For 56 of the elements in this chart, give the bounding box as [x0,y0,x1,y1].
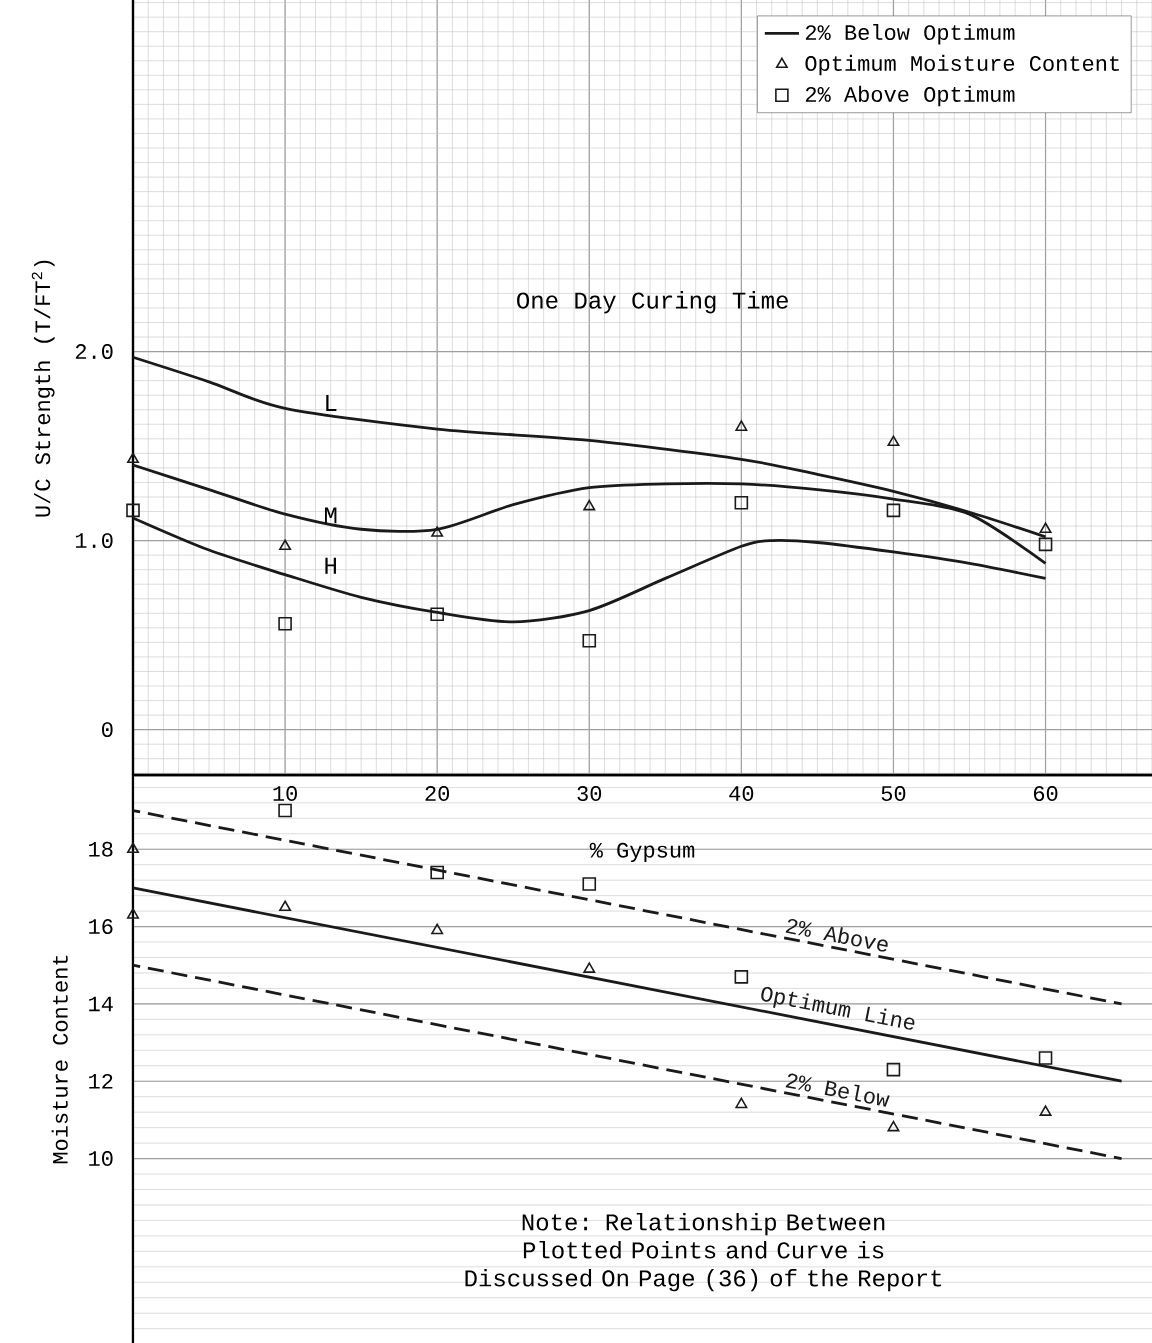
y-tick-label: 14 [89,996,113,1012]
x-tick-label: 60 [1033,786,1058,801]
point [430,865,444,880]
x-axis-title: % Gypsum [589,842,695,862]
legend-label: Optimum Moisture Content [805,54,1119,76]
point [583,962,596,973]
point [886,1062,901,1077]
point [583,499,596,511]
point [279,539,292,551]
x-tick-label: 40 [729,786,754,801]
point [1038,537,1053,552]
legend-label: 2% Above Optimum [805,85,1015,107]
point [127,452,139,464]
point [735,1097,748,1109]
x-tick-label: 30 [577,786,602,801]
point [886,503,901,518]
point [734,970,749,984]
point [431,526,444,537]
point [734,496,749,510]
text: 2% Above [785,918,888,952]
point [279,900,292,912]
annotation: L [326,395,337,411]
text: Optimum Line [761,986,915,1030]
point [127,842,139,854]
annotation: H [325,557,336,574]
y-tick-label: 0 [102,722,113,738]
y-axis-title: Moisture Content [51,955,68,1164]
y-tick-label: 1.0 [75,533,113,549]
point [278,616,292,631]
annotation: Note: Relationship Between Plotted Points and Curve is Discussed On Page (36) of the Report [465,1212,942,1292]
point [430,607,444,622]
annotation: One Day Curing Time [517,291,788,314]
y-axis-title: U/C Strength (T/FT$^{2}$) [31,260,55,517]
point [127,908,139,919]
text: 2% Below [785,1073,890,1107]
point [126,503,140,518]
point [431,923,444,935]
point [582,633,597,648]
x-tick-label: 20 [425,786,450,801]
x-tick-label: 10 [273,786,297,801]
legend-label: 2% Below Optimum [805,23,1015,45]
point [1038,1051,1053,1065]
annotation: M [324,507,337,524]
y-tick-label: 16 [89,919,113,935]
point [582,877,597,891]
point [1039,1105,1052,1116]
point [735,420,748,431]
point [887,1120,900,1132]
point [278,803,292,818]
point [1039,522,1052,534]
point [887,435,900,447]
y-tick-label: 10 [89,1151,113,1167]
y-tick-label: 12 [89,1073,113,1089]
y-tick-label: 2.0 [75,344,113,360]
y-tick-label: 18 [89,841,113,857]
x-tick-label: 50 [881,786,906,801]
